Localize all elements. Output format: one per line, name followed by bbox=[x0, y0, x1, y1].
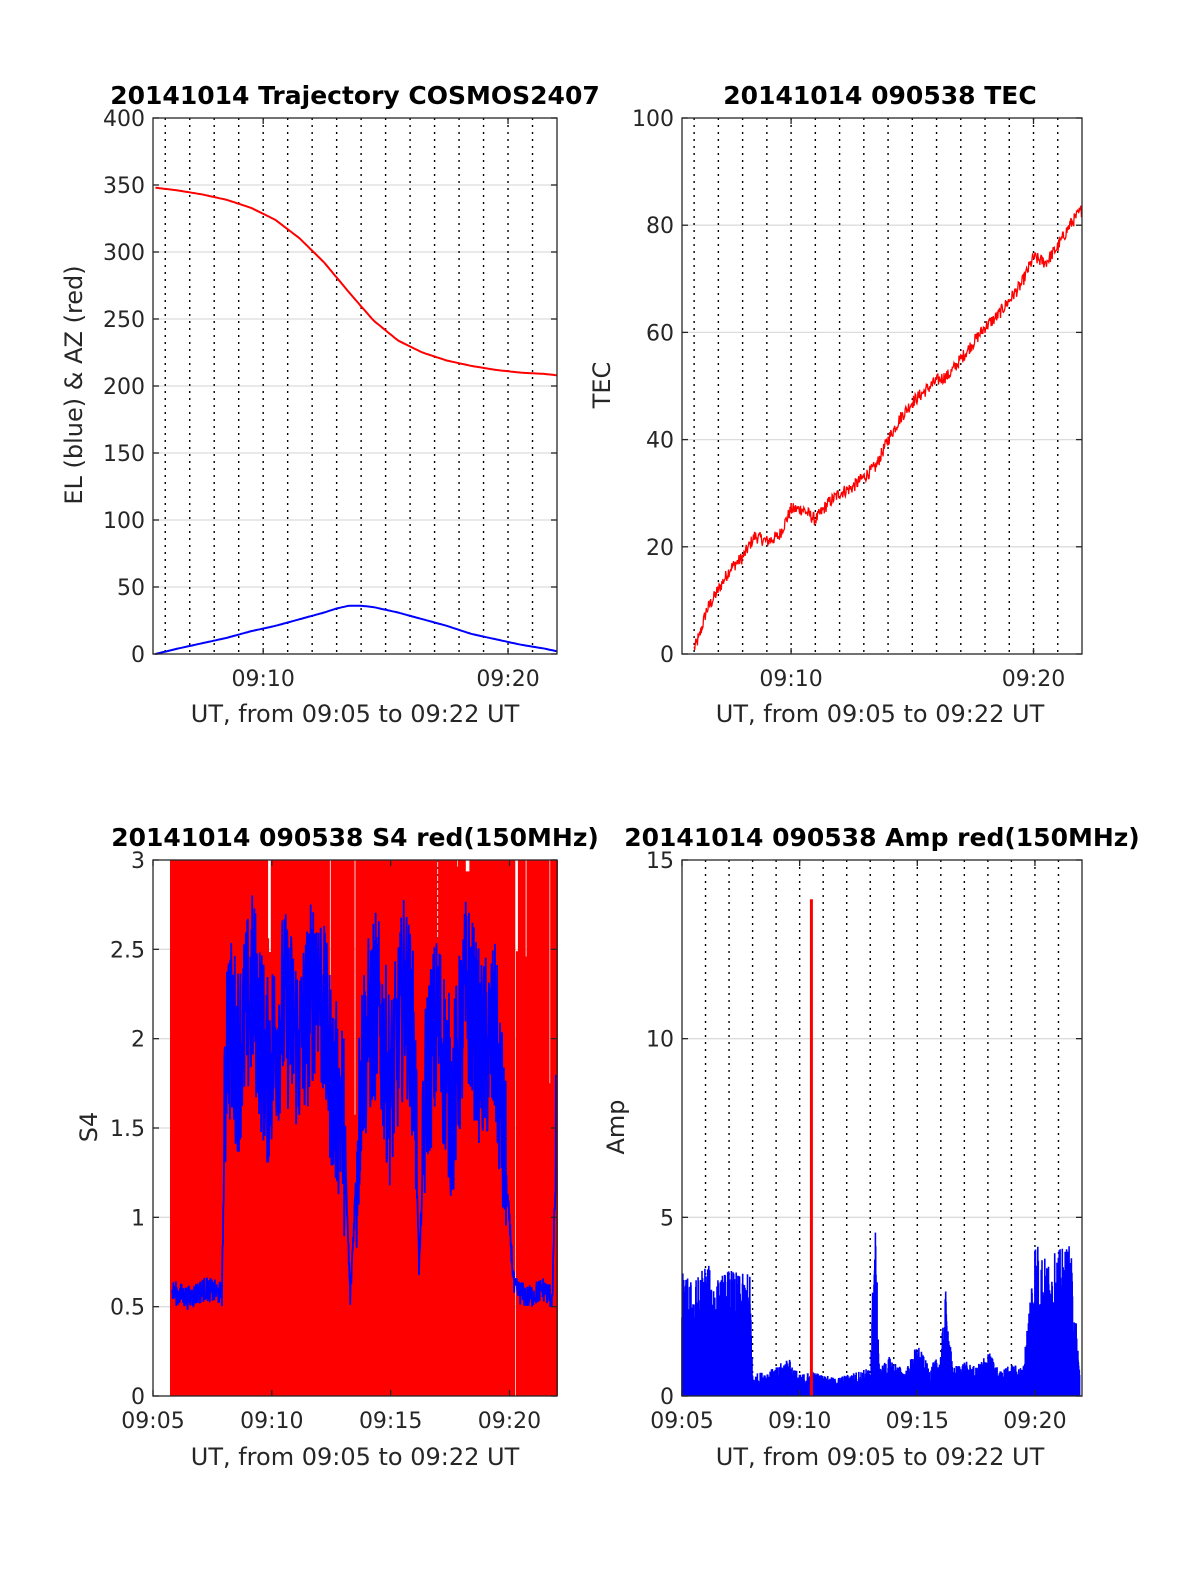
ytick-label: 80 bbox=[646, 214, 674, 239]
xlabel-amp: UT, from 09:05 to 09:22 UT bbox=[716, 1443, 1045, 1471]
ytick-label: 0 bbox=[131, 643, 145, 668]
ytick-label: 0 bbox=[131, 1385, 145, 1410]
ytick-label: 400 bbox=[103, 107, 145, 132]
ytick-label: 15 bbox=[646, 849, 674, 874]
series-line-0 bbox=[155, 186, 558, 377]
xtick-label: 09:05 bbox=[121, 1409, 184, 1434]
ytick-label: 300 bbox=[103, 241, 145, 266]
xtick-label: 09:10 bbox=[231, 667, 294, 692]
ytick-label: 50 bbox=[117, 576, 145, 601]
ticks-s4: 0 0.5 1 1.5 2 2.5 3 09:05 09:10 09:15 09:20 bbox=[110, 849, 558, 1434]
xtick-label: 09:10 bbox=[759, 667, 822, 692]
xtick-label: 09:05 bbox=[650, 1409, 713, 1434]
ytick-label: 60 bbox=[646, 321, 674, 346]
ylabel-tec: TEC bbox=[588, 362, 616, 410]
ytick-label: 100 bbox=[103, 509, 145, 534]
xtick-label: 09:20 bbox=[478, 1409, 541, 1434]
series-line-0 bbox=[693, 205, 1083, 651]
ytick-label: 3 bbox=[131, 849, 145, 874]
panel-s4: 20141014 090538 S4 red(150MHz) UT, from … bbox=[75, 823, 599, 1471]
ytick-label: 250 bbox=[103, 308, 145, 333]
ticks-amp: 0 5 10 15 09:05 09:10 09:15 09:20 bbox=[646, 849, 1083, 1434]
xlabel-trajectory: UT, from 09:05 to 09:22 UT bbox=[191, 700, 520, 728]
xlabel-s4: UT, from 09:05 to 09:22 UT bbox=[191, 1443, 520, 1471]
ytick-label: 350 bbox=[103, 174, 145, 199]
panel-amp: 20141014 090538 Amp red(150MHz) UT, from… bbox=[602, 823, 1140, 1471]
ytick-label: 0 bbox=[660, 1385, 674, 1410]
ytick-label: 10 bbox=[646, 1028, 674, 1053]
ytick-label: 1 bbox=[131, 1206, 145, 1231]
ytick-label: 40 bbox=[646, 429, 674, 454]
series-s4 bbox=[170, 860, 558, 1396]
xtick-label: 09:15 bbox=[359, 1409, 422, 1434]
series-tec bbox=[693, 205, 1083, 651]
title-trajectory: 20141014 Trajectory COSMOS2407 bbox=[110, 81, 600, 110]
ytick-label: 0 bbox=[660, 643, 674, 668]
series-s4-blue bbox=[171, 895, 558, 1311]
xtick-label: 09:10 bbox=[240, 1409, 303, 1434]
ytick-label: 150 bbox=[103, 442, 145, 467]
grid-tec bbox=[682, 118, 1082, 654]
ylabel-amp: Amp bbox=[602, 1099, 630, 1154]
axes-box bbox=[681, 859, 1083, 1397]
ytick-label: 1.5 bbox=[110, 1117, 145, 1142]
series-line-1 bbox=[155, 604, 558, 655]
series-amp bbox=[681, 899, 1081, 1396]
grid-trajectory bbox=[153, 118, 557, 654]
title-amp: 20141014 090538 Amp red(150MHz) bbox=[624, 823, 1140, 852]
xtick-label: 09:20 bbox=[476, 667, 539, 692]
ytick-label: 100 bbox=[632, 107, 674, 132]
ticks-trajectory: 0 50 100 150 200 250 300 350 400 09:10 09:20 bbox=[103, 107, 558, 692]
ylabel-s4: S4 bbox=[75, 1112, 103, 1143]
axes-box bbox=[681, 117, 1083, 655]
ylabel-trajectory: EL (blue) & AZ (red) bbox=[60, 265, 88, 504]
title-s4: 20141014 090538 S4 red(150MHz) bbox=[111, 823, 599, 852]
panel-trajectory: 20141014 Trajectory COSMOS2407 UT, from … bbox=[60, 81, 600, 728]
xlabel-tec: UT, from 09:05 to 09:22 UT bbox=[716, 700, 1045, 728]
ytick-label: 2.5 bbox=[110, 938, 145, 963]
grid-amp bbox=[682, 860, 1082, 1396]
ytick-label: 2 bbox=[131, 1028, 145, 1053]
xtick-label: 09:15 bbox=[886, 1409, 949, 1434]
ticks-tec: 0 20 40 60 80 100 09:10 09:20 bbox=[632, 107, 1083, 692]
title-tec: 20141014 090538 TEC bbox=[723, 81, 1036, 110]
ytick-label: 0.5 bbox=[110, 1296, 145, 1321]
panel-tec: 20141014 090538 TEC UT, from 09:05 to 09… bbox=[588, 81, 1083, 728]
xtick-label: 09:20 bbox=[1002, 667, 1065, 692]
ytick-label: 200 bbox=[103, 375, 145, 400]
series-trajectory bbox=[155, 186, 558, 655]
xtick-label: 09:10 bbox=[768, 1409, 831, 1434]
ytick-label: 5 bbox=[660, 1206, 674, 1231]
ytick-label: 20 bbox=[646, 536, 674, 561]
xtick-label: 09:20 bbox=[1003, 1409, 1066, 1434]
